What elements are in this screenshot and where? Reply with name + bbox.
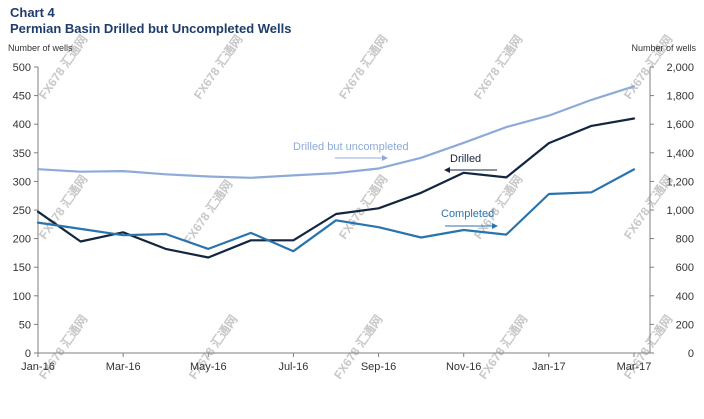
y-left-tick-label: 350 bbox=[13, 148, 31, 160]
y-right-tick-label: 0 bbox=[688, 348, 694, 360]
y-left-tick-label: 300 bbox=[13, 176, 31, 188]
annotations: Drilled but uncompleted Drilled Completed bbox=[293, 141, 498, 229]
y-left-tick-label: 250 bbox=[13, 205, 31, 217]
y-right-tick-label: 1,000 bbox=[666, 205, 694, 217]
series-line-drilled bbox=[36, 117, 636, 259]
watermark-layer: FX678 汇通网 FX678 汇通网 FX678 汇通网 FX678 汇通网 FX67… bbox=[35, 32, 675, 382]
series-line-drilled-but-uncompleted bbox=[36, 85, 636, 179]
x-tick-label: Jan-17 bbox=[532, 361, 566, 373]
watermark-text: FX678 汇通网 bbox=[475, 312, 530, 382]
series-layer bbox=[36, 85, 636, 259]
chart-label: Chart 4 bbox=[10, 5, 55, 20]
y-right-tick-label: 2,000 bbox=[666, 62, 694, 74]
y-left-tick-label: 400 bbox=[13, 119, 31, 131]
x-tick-label: Sep-16 bbox=[361, 361, 396, 373]
y-right-tick-label: 1,400 bbox=[666, 148, 694, 160]
y-right-axis-title: Number of wells bbox=[631, 43, 696, 53]
y-left-axis-title: Number of wells bbox=[8, 43, 73, 53]
x-tick-label: Nov-16 bbox=[446, 361, 481, 373]
y-right-tick-label: 1,200 bbox=[666, 176, 694, 188]
y-right-tick-label: 600 bbox=[676, 262, 694, 274]
y-left-tick-label: 200 bbox=[13, 234, 31, 246]
y-right-tick-label: 800 bbox=[676, 234, 694, 246]
watermark-text: FX678 汇通网 bbox=[335, 32, 390, 102]
watermark-text: FX678 汇通网 bbox=[470, 32, 525, 102]
y-left-tick-label: 50 bbox=[19, 319, 31, 331]
annotation-dbu: Drilled but uncompleted bbox=[293, 141, 409, 153]
watermark-text: FX678 汇通网 bbox=[190, 32, 245, 102]
x-tick-label: Jul-16 bbox=[278, 361, 308, 373]
chart-title: Permian Basin Drilled but Uncompleted We… bbox=[10, 21, 292, 36]
y-left-tick-label: 500 bbox=[13, 62, 31, 74]
watermark-text: FX678 汇通网 bbox=[180, 177, 235, 247]
annotation-arrowhead-dbu bbox=[382, 155, 388, 161]
x-tick-label: Mar-16 bbox=[106, 361, 141, 373]
y-right-tick-label: 1,800 bbox=[666, 91, 694, 103]
series-line-completed bbox=[36, 168, 636, 253]
x-tick-label: Mar-17 bbox=[617, 361, 652, 373]
x-tick-label: Jan-16 bbox=[21, 361, 55, 373]
x-tick-label: May-16 bbox=[190, 361, 227, 373]
annotation-drilled: Drilled bbox=[450, 153, 481, 165]
y-right-tick-label: 400 bbox=[676, 291, 694, 303]
y-left-tick-label: 450 bbox=[13, 91, 31, 103]
y-left-tick-label: 100 bbox=[13, 291, 31, 303]
y-right-tick-label: 1,600 bbox=[666, 119, 694, 131]
y-left-tick-label: 0 bbox=[25, 348, 31, 360]
annotation-completed: Completed bbox=[441, 208, 494, 220]
watermark-text: FX678 汇通网 bbox=[35, 172, 90, 242]
y-right-tick-label: 200 bbox=[676, 319, 694, 331]
annotation-arrowhead-completed bbox=[492, 223, 498, 229]
y-left-tick-label: 150 bbox=[13, 262, 31, 274]
axes: 0 50 100 150 200 250 300 350 400 450 500 0 200 400 600… bbox=[8, 43, 696, 373]
annotation-arrowhead-drilled bbox=[444, 167, 450, 173]
